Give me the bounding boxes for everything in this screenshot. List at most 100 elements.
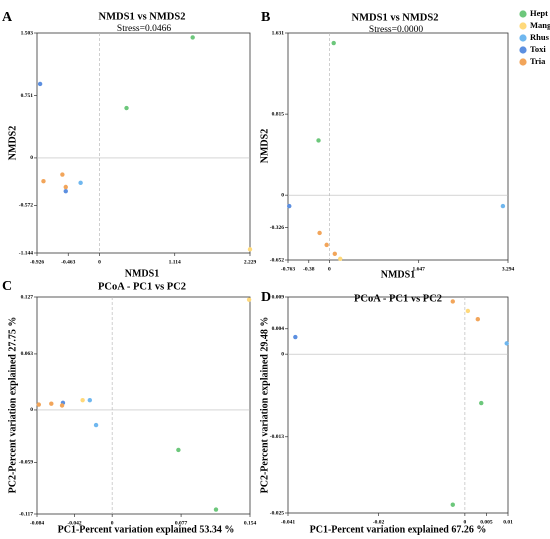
x-tick-label: 0 xyxy=(98,259,101,265)
x-axis-label: NMDS1 xyxy=(381,269,415,280)
y-tick-label: 0.004 xyxy=(272,326,285,332)
y-tick-label: 0 xyxy=(30,407,33,413)
y-tick-label: -0.059 xyxy=(19,460,33,466)
data-point-rhus xyxy=(78,180,83,186)
y-tick-label: 0.751 xyxy=(21,93,34,99)
panel-d: D PCoA - PC1 vs PC2 -0.041 -0.02 0 0.005 0.01 0… xyxy=(259,290,513,535)
data-point-rhus xyxy=(93,422,99,428)
panel-a: A NMDS1 vs NMDS2 Stress=0.0466 -0.926 -0.463… xyxy=(2,10,256,279)
y-axis-label: NMDS2 xyxy=(259,129,270,163)
data-point-toxi xyxy=(37,81,43,87)
data-point-tria xyxy=(49,401,54,406)
legend: Hept Mang Rhus Toxi Tria xyxy=(519,8,550,66)
y-tick-label: 0 xyxy=(281,192,284,198)
panel-c: C PCoA - PC1 vs PC2 -0.084 -0.042 0 0.077 0.15… xyxy=(2,279,256,535)
y-tick-label: 0.127 xyxy=(21,294,34,300)
data-point-rhus xyxy=(500,203,506,209)
data-point-mang xyxy=(246,297,252,302)
data-point-tria xyxy=(63,184,68,190)
data-point-hept xyxy=(450,502,455,507)
plot-frame xyxy=(36,296,251,515)
data-point-hept xyxy=(331,40,336,46)
x-tick-label: 0 xyxy=(328,266,331,272)
data-point-rhus xyxy=(87,397,93,403)
data-point-mang xyxy=(465,308,471,314)
x-tick-label: -0.926 xyxy=(30,259,44,265)
x-tick-label: 3.294 xyxy=(502,266,515,272)
x-axis-label: PC1-Percent variation explained 53.34 % xyxy=(58,524,235,535)
data-point-tria xyxy=(59,403,65,408)
x-tick-label: 1.114 xyxy=(169,259,181,265)
y-tick-label: -0.013 xyxy=(270,434,284,440)
y-tick-label: 1.631 xyxy=(272,30,285,36)
data-point-tria xyxy=(60,172,65,177)
x-tick-label: 2.229 xyxy=(244,259,257,265)
legend-marker-mang xyxy=(519,22,527,30)
x-tick-label: -0.084 xyxy=(30,520,44,526)
legend-label-tria: Tria xyxy=(530,56,546,66)
data-point-tria xyxy=(450,299,455,304)
data-point-hept xyxy=(190,35,195,40)
data-point-hept xyxy=(316,138,321,143)
y-tick-label: 1.503 xyxy=(21,30,34,36)
y-tick-label: -0.117 xyxy=(19,511,33,517)
panel-title: PCoA - PC1 vs PC2 xyxy=(354,293,442,304)
data-point-hept xyxy=(479,400,484,406)
x-tick-label: -0.041 xyxy=(281,519,295,525)
data-point-toxi xyxy=(63,188,68,194)
y-tick-label: 0 xyxy=(281,351,284,357)
data-point-tria xyxy=(324,242,329,248)
y-axis-label: PC2-Percent variation explained 27.75 % xyxy=(7,317,18,494)
x-tick-label: 0.01 xyxy=(503,519,513,525)
y-axis-label: PC2-Percent variation explained 29.48 % xyxy=(259,317,270,494)
legend-label-rhus: Rhus xyxy=(530,32,550,42)
stress-label: Stress=0.0000 xyxy=(369,25,423,35)
y-tick-label: 0 xyxy=(30,155,33,161)
y-tick-label: -0.326 xyxy=(270,225,284,231)
y-tick-label: -1.144 xyxy=(19,250,33,256)
data-point-hept xyxy=(176,447,181,453)
y-axis-label: NMDS2 xyxy=(7,126,18,160)
panel-title: NMDS1 vs NMDS2 xyxy=(352,12,439,23)
legend-label-toxi: Toxi xyxy=(530,44,546,54)
x-tick-label: 1.647 xyxy=(413,266,426,272)
x-tick-label: 0.077 xyxy=(175,520,188,526)
plot-frame xyxy=(287,296,509,514)
legend-marker-hept xyxy=(519,10,527,18)
legend-label-mang: Mang xyxy=(530,20,550,30)
x-tick-label: -0.463 xyxy=(61,259,75,265)
panel-letter: B xyxy=(261,10,270,25)
x-tick-label: -0.042 xyxy=(67,520,81,526)
data-point-tria xyxy=(475,317,481,322)
legend-marker-toxi xyxy=(519,46,527,54)
data-point-mang xyxy=(247,247,253,252)
stress-label: Stress=0.0466 xyxy=(117,24,171,34)
data-point-mang xyxy=(338,256,343,262)
plot-frame xyxy=(287,32,509,261)
x-axis-label: PC1-Percent variation explained 67.26 % xyxy=(310,524,487,535)
plot-frame xyxy=(36,32,251,254)
data-point-hept xyxy=(124,105,129,111)
legend-label-hept: Hept xyxy=(530,8,548,18)
data-point-tria xyxy=(41,178,46,184)
y-tick-label: -0.652 xyxy=(270,257,284,263)
panel-letter: C xyxy=(2,279,12,294)
legend-marker-rhus xyxy=(519,34,527,42)
data-point-tria xyxy=(317,230,322,236)
data-point-hept xyxy=(213,507,219,512)
panel-letter: A xyxy=(2,10,13,25)
x-tick-label: 0.005 xyxy=(480,519,493,525)
y-tick-label: 0.815 xyxy=(272,111,285,117)
x-axis-label: NMDS1 xyxy=(125,268,159,279)
x-tick-label: 0 xyxy=(111,520,114,526)
panel-b: B NMDS1 vs NMDS2 Stress=0.0000 -0.763 -0.38 0… xyxy=(259,10,514,280)
x-tick-label: 0.154 xyxy=(244,520,257,526)
data-point-mang xyxy=(80,397,85,403)
data-point-tria xyxy=(36,402,41,407)
data-point-toxi xyxy=(287,203,292,209)
y-tick-label: 0.063 xyxy=(21,351,34,357)
y-tick-label: -0.025 xyxy=(270,510,284,516)
x-tick-label: -0.763 xyxy=(281,266,295,272)
data-point-rhus xyxy=(504,341,509,346)
